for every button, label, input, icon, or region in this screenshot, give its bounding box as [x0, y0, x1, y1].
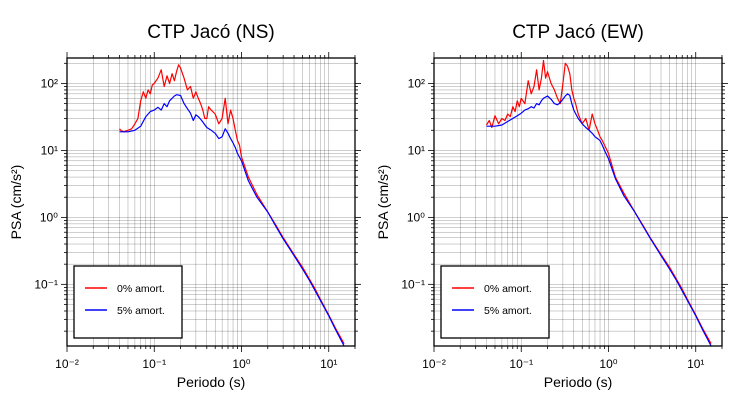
plot-frame	[433, 57, 723, 347]
chart-title: CTP Jacó (EW)	[512, 22, 644, 43]
legend: 0% amort. 5% amort.	[73, 265, 183, 339]
legend-box	[73, 265, 183, 339]
legend-label: 0% amort.	[484, 283, 532, 295]
x-tick-label: 10⁻¹	[142, 357, 166, 371]
chart-panel-1: 10⁻² 10⁻¹ 10⁰ 10¹ 10⁻¹ 10⁰ 10¹ 10² CTP Jacó (NS)…	[8, 22, 361, 390]
legend-label: 5% amort.	[484, 305, 532, 317]
y-tick-label: 10⁰	[407, 210, 425, 224]
plot-frame	[66, 57, 356, 347]
series-line-damped	[486, 93, 712, 347]
y-tick-label: 10⁻¹	[401, 277, 425, 291]
x-tick-label: 10⁻²	[55, 357, 79, 371]
y-tick-label: 10⁻¹	[34, 277, 58, 291]
legend-box	[440, 265, 550, 339]
legend-label: 0% amort.	[117, 283, 165, 295]
x-tick-label: 10⁰	[599, 357, 617, 371]
legend-label: 5% amort.	[117, 305, 165, 317]
y-axis-label: PSA (cm/s²)	[8, 165, 24, 240]
chart-title: CTP Jacó (NS)	[147, 22, 274, 43]
y-tick-label: 10²	[41, 76, 58, 90]
chart-panel-2: 10⁻² 10⁻¹ 10⁰ 10¹ 10⁻¹ 10⁰ 10¹ 10² CTP Jacó (EW)…	[375, 22, 728, 390]
y-tick-label: 10⁰	[40, 210, 58, 224]
x-tick-label: 10¹	[687, 357, 704, 371]
x-tick-label: 10⁻¹	[509, 357, 533, 371]
x-axis-label: Periodo (s)	[177, 374, 245, 390]
y-tick-label: 10²	[408, 76, 425, 90]
x-tick-label: 10¹	[320, 357, 337, 371]
legend: 0% amort. 5% amort.	[440, 265, 550, 339]
x-axis-label: Periodo (s)	[544, 374, 612, 390]
y-tick-label: 10¹	[408, 143, 425, 157]
y-axis-label: PSA (cm/s²)	[375, 165, 391, 240]
grid	[66, 58, 356, 346]
y-tick-label: 10¹	[41, 143, 58, 157]
series-line-damped	[119, 94, 345, 347]
x-tick-label: 10⁻²	[422, 357, 446, 371]
x-tick-label: 10⁰	[232, 357, 250, 371]
